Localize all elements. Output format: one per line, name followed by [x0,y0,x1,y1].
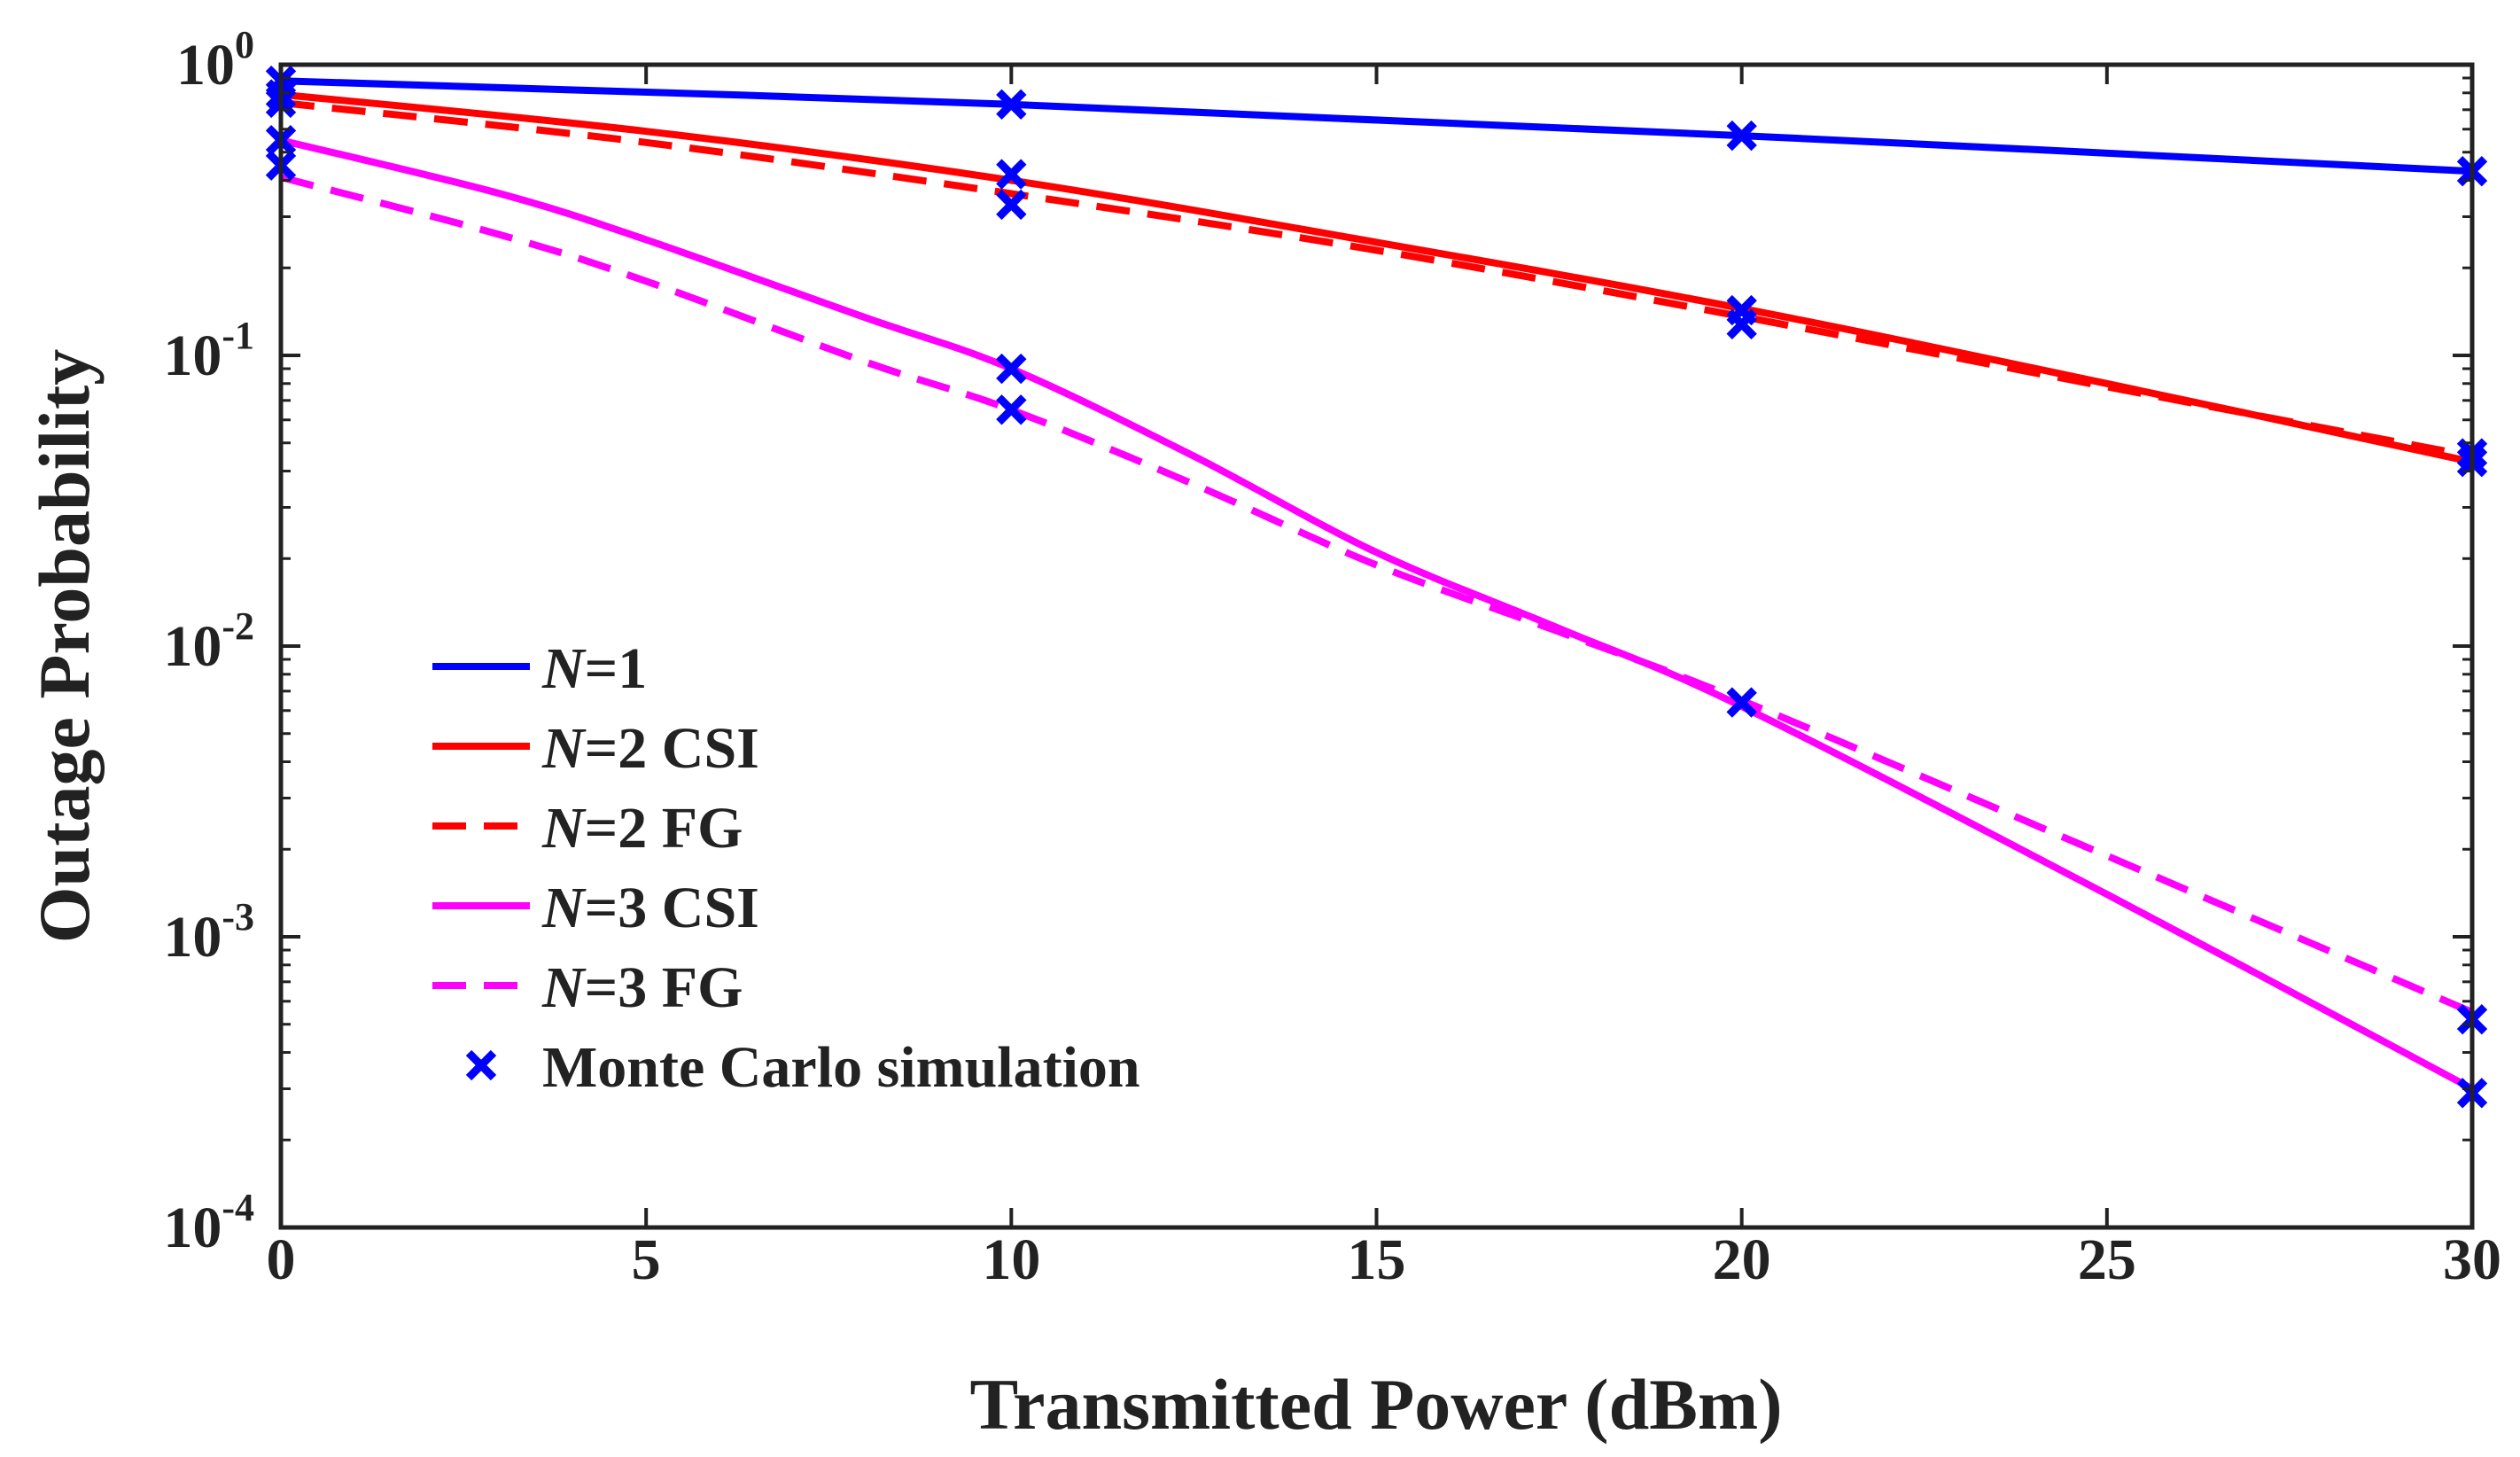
series-line-1 [280,77,2473,175]
y-tick-label: 10-2 [163,604,254,679]
y-axis-label: Outage Probability [24,349,105,943]
legend-label: N=2 FG [541,796,743,861]
monte-carlo-marker [996,394,1027,425]
y-tick-labels: 10-4 10-3 10-2 10-1 100 [163,23,254,1260]
legend-swatch-marker [465,1049,497,1081]
y-tick-label: 100 [176,23,254,97]
axis-ticks [279,63,2474,1229]
legend-entry: N=3 FG [432,955,743,1020]
x-tick-label: 10 [982,1227,1040,1292]
y-tick-label: 10-1 [163,314,254,388]
legend-entry: N=3 CSI [432,876,759,940]
plot-background [281,65,2472,1227]
series-line-3 [280,98,2473,460]
x-tick-label: 15 [1348,1227,1406,1292]
x-tick-label: 30 [2443,1227,2501,1292]
legend-entry: N=2 CSI [432,716,759,781]
x-tick-labels: 0 5 10 15 20 25 30 [267,1227,2502,1292]
y-tick-label: 10-4 [163,1186,254,1260]
legend-label: N=2 CSI [541,716,759,781]
y-tick-label: 10-3 [163,895,254,970]
monte-carlo-marker [1726,687,1757,718]
legend-entry: N=1 [432,636,647,701]
legend-label: N=1 [541,636,647,701]
legend-label: N=3 FG [541,955,743,1020]
legend-label: Monte Carlo simulation [542,1035,1140,1100]
x-axis-label: Transmitted Power (dBm) [969,1364,1782,1445]
x-tick-label: 20 [1713,1227,1771,1292]
series-line-2 [280,90,2473,466]
monte-carlo-marker [996,189,1027,221]
series-line-4 [280,136,2474,1093]
monte-carlo-marker [996,159,1027,190]
x-tick-label: 0 [267,1227,296,1292]
monte-carlo-marker [1726,308,1757,340]
x-tick-label: 5 [632,1227,661,1292]
legend: N=1 N=2 CSI N=2 FG N=3 CSI N=3 FG Monte Carlo… [432,636,1140,1100]
monte-carlo-marker [996,353,1027,385]
legend-label: N=3 CSI [541,876,759,940]
legend-entry-simulation: Monte Carlo simulation [465,1035,1140,1100]
plot-lines [279,77,2474,1093]
monte-carlo-marker [1726,120,1757,152]
x-tick-label: 25 [2078,1227,2136,1292]
series-line-5 [279,174,2474,1016]
legend-entry: N=2 FG [432,796,743,861]
monte-carlo-marker [996,89,1027,121]
